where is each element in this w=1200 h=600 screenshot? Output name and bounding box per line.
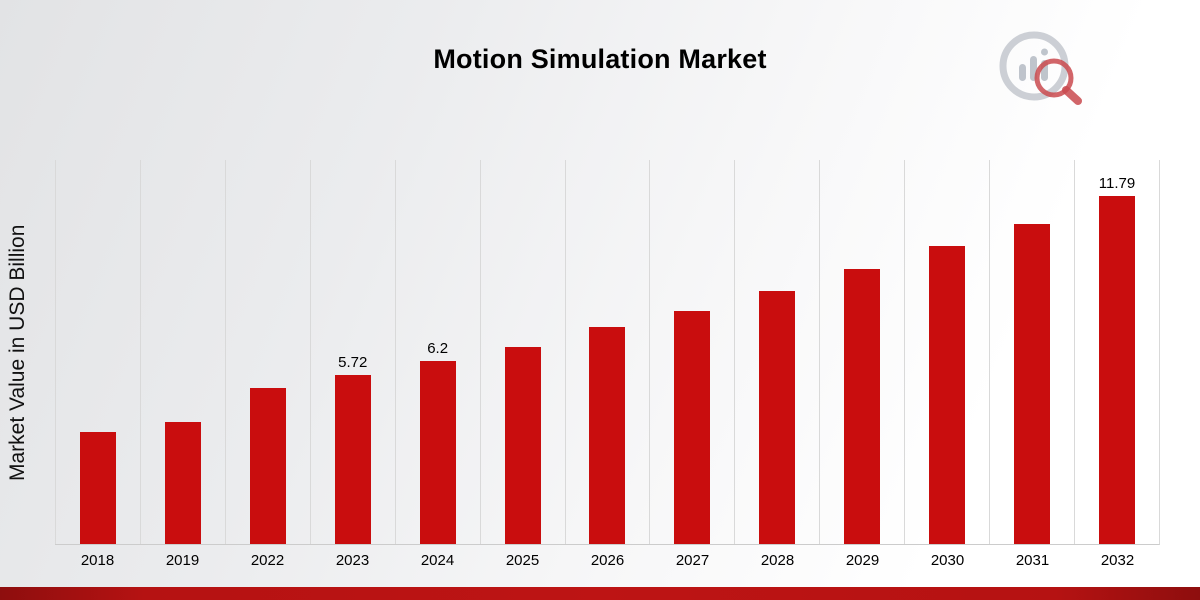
magnifier-bar-chart-icon <box>999 31 1082 105</box>
x-tick-2032: 2032 <box>1100 552 1135 569</box>
x-tick-2030: 2030 <box>930 552 965 569</box>
bar-2027 <box>674 311 711 544</box>
footer-accent-bar <box>0 587 1200 600</box>
x-tick-2023: 2023 <box>335 552 370 569</box>
x-tick-2019: 2019 <box>165 552 200 569</box>
bar-value-label-2023: 5.72 <box>338 354 368 372</box>
bar-2031 <box>1014 223 1051 544</box>
bar-2018 <box>79 431 116 544</box>
x-tick-2026: 2026 <box>590 552 625 569</box>
plot-column-2031 <box>989 160 1074 544</box>
bar-2025 <box>504 346 541 544</box>
plot-column-2030 <box>904 160 989 544</box>
bar-value-label-2032: 11.79 <box>1098 174 1136 192</box>
bar-2023 <box>334 375 371 544</box>
plot-area: 5.72 6.2 11.79 <box>55 160 1160 545</box>
plot-column-2027 <box>649 160 734 544</box>
plot-column-2029 <box>819 160 904 544</box>
bar-value-label-2024: 6.2 <box>427 339 449 357</box>
x-tick-2022: 2022 <box>250 552 285 569</box>
plot-column-2018 <box>55 160 140 544</box>
plot-column-2028 <box>734 160 819 544</box>
plot-column-2026 <box>564 160 650 544</box>
brand-logo <box>996 28 1088 108</box>
y-axis-label: Market Value in USD Billion <box>6 224 29 481</box>
x-tick-2018: 2018 <box>80 552 115 569</box>
bar-2029 <box>844 269 881 544</box>
plot-column-2019 <box>139 160 225 544</box>
plot-column-2023: 5.72 <box>309 160 395 544</box>
x-tick-2024: 2024 <box>420 552 455 569</box>
bar-2026 <box>589 327 626 544</box>
x-tick-2031: 2031 <box>1015 552 1050 569</box>
plot-column-2025 <box>479 160 565 544</box>
bar-2019 <box>164 422 201 544</box>
x-tick-2029: 2029 <box>845 552 880 569</box>
bar-2032 <box>1099 195 1136 544</box>
plot-column-2024: 6.2 <box>394 160 480 544</box>
plot-column-2032: 11.79 <box>1074 160 1159 544</box>
x-tick-2027: 2027 <box>675 552 710 569</box>
x-axis-labels: 2018 2019 2022 2023 2024 2025 2026 2027 2028 2029… <box>55 552 1160 574</box>
x-tick-2025: 2025 <box>505 552 540 569</box>
bar-2024 <box>419 360 456 544</box>
x-tick-2028: 2028 <box>760 552 795 569</box>
bar-2028 <box>759 291 796 544</box>
chart-title: Motion Simulation Market <box>433 44 767 74</box>
bar-2022 <box>249 388 286 544</box>
bar-2030 <box>929 245 966 544</box>
plot-column-2022 <box>224 160 310 544</box>
